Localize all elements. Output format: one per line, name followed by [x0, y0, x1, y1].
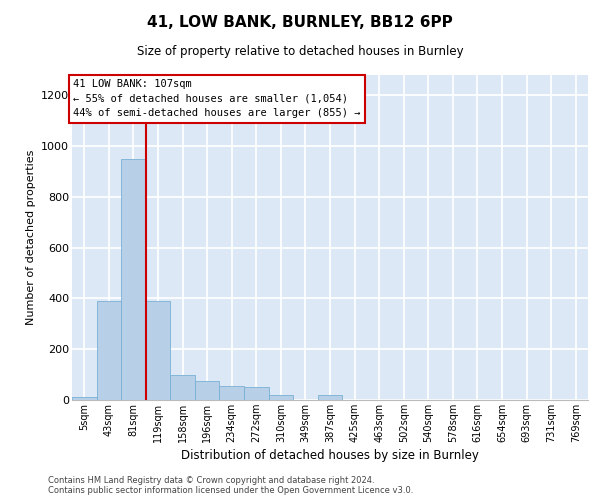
Bar: [244, 388, 269, 400]
Text: Contains HM Land Registry data © Crown copyright and database right 2024.
Contai: Contains HM Land Registry data © Crown c…: [48, 476, 413, 495]
Text: 41 LOW BANK: 107sqm
← 55% of detached houses are smaller (1,054)
44% of semi-det: 41 LOW BANK: 107sqm ← 55% of detached ho…: [73, 79, 361, 118]
Text: 41, LOW BANK, BURNLEY, BB12 6PP: 41, LOW BANK, BURNLEY, BB12 6PP: [147, 15, 453, 30]
Bar: [170, 374, 195, 400]
Bar: [121, 159, 146, 400]
Text: Size of property relative to detached houses in Burnley: Size of property relative to detached ho…: [137, 45, 463, 58]
Bar: [195, 381, 220, 400]
Bar: [318, 396, 342, 400]
Bar: [269, 396, 293, 400]
Bar: [72, 398, 97, 400]
Bar: [97, 301, 121, 400]
X-axis label: Distribution of detached houses by size in Burnley: Distribution of detached houses by size …: [181, 449, 479, 462]
Bar: [220, 386, 244, 400]
Y-axis label: Number of detached properties: Number of detached properties: [26, 150, 35, 325]
Bar: [146, 301, 170, 400]
